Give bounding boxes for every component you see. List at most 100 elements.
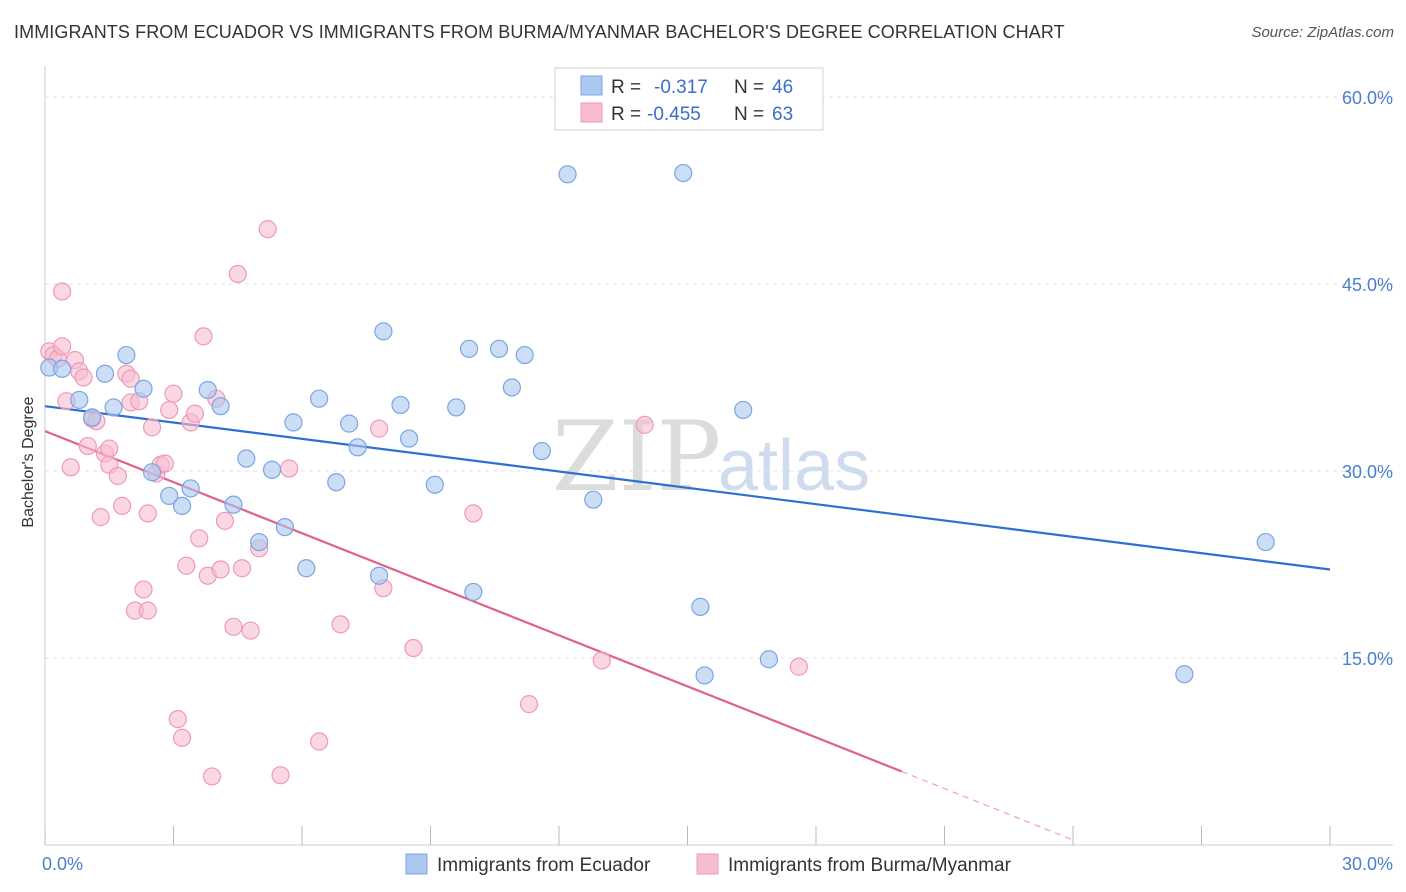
ecuador-point <box>172 496 192 516</box>
ecuador-point <box>447 398 466 417</box>
axes <box>44 66 1393 846</box>
watermark-zip: ZIP <box>552 401 721 513</box>
burma-point <box>404 638 423 658</box>
ecuador-point <box>674 163 693 183</box>
burma-point <box>168 709 187 729</box>
ecuador-point <box>310 389 329 408</box>
burma-point <box>271 766 290 785</box>
burma-point <box>142 418 162 437</box>
burma-point <box>519 695 539 714</box>
ecuador-point <box>181 479 200 498</box>
ecuador-point <box>348 438 367 457</box>
ecuador-point <box>584 490 603 509</box>
x-tick-labels: 0.0% 30.0% <box>42 854 1393 874</box>
burma-point <box>258 220 277 239</box>
burma-point <box>61 458 80 477</box>
burma-point <box>164 384 183 403</box>
ecuador-point <box>198 380 217 400</box>
ecuador-point <box>399 429 419 448</box>
ecuador-point <box>250 532 269 552</box>
ecuador-point <box>734 400 753 420</box>
bottom-legend-swatch-burma <box>696 853 719 875</box>
y-tick-labels: 15.0% 30.0% 45.0% 60.0% <box>1342 88 1393 669</box>
ecuador-point <box>104 398 123 417</box>
ecuador-point <box>1175 665 1194 684</box>
ecuador-point <box>83 408 102 427</box>
ecuador-point <box>211 397 230 416</box>
ecuador-point <box>502 378 521 397</box>
ecuador-point <box>558 165 577 184</box>
data-points <box>40 163 1275 786</box>
ecuador-point <box>70 390 89 410</box>
y-tick-label: 15.0% <box>1342 649 1393 669</box>
ecuador-point <box>1256 532 1275 552</box>
ecuador-point <box>464 582 483 602</box>
burma-point <box>211 560 230 579</box>
burma-point <box>78 436 97 456</box>
y-axis-label: Bachelor's Degree <box>20 396 37 527</box>
legend-swatch-ecuador <box>580 75 603 96</box>
ecuador-point <box>515 345 534 365</box>
series-legend: Immigrants from Ecuador Immigrants from … <box>405 853 1012 876</box>
ecuador-point <box>489 339 509 358</box>
burma-point <box>464 504 483 523</box>
burma-point <box>100 439 119 458</box>
ecuador-point <box>117 345 136 365</box>
ecuador-point <box>224 495 243 514</box>
ecuador-point <box>160 486 179 506</box>
x-tick-label: 30.0% <box>1342 854 1393 874</box>
burma-point <box>53 282 72 301</box>
burma-point <box>108 466 127 486</box>
ecuador-point <box>297 559 316 578</box>
bottom-legend-swatch-ecuador <box>405 853 428 875</box>
burma-point <box>789 657 808 676</box>
legend-r-value-ecuador: -0.317 <box>654 77 708 98</box>
burma-point <box>331 615 350 634</box>
burma-point <box>185 404 205 423</box>
x-tick-label: 0.0% <box>42 854 83 874</box>
legend-r-label-ecuador: R = <box>611 77 641 98</box>
burma-point <box>310 732 329 751</box>
ecuador-point <box>691 597 710 616</box>
ecuador-trend-line <box>44 405 1331 571</box>
y-tick-label: 45.0% <box>1342 275 1393 295</box>
legend-n-value-ecuador: 46 <box>772 77 793 98</box>
burma-point <box>228 264 247 284</box>
ecuador-point <box>391 395 410 415</box>
burma-point <box>592 651 611 670</box>
ecuador-point <box>262 460 282 479</box>
burma-point <box>172 728 192 747</box>
ecuador-point <box>695 666 714 685</box>
y-tick-label: 30.0% <box>1342 462 1393 482</box>
ecuador-point <box>53 359 72 378</box>
legend-swatch-burma <box>580 102 603 123</box>
ecuador-point <box>237 449 256 468</box>
ecuador-point <box>370 566 389 585</box>
ecuador-point <box>134 379 153 398</box>
burma-point <box>635 415 654 434</box>
legend-n-value-burma: 63 <box>772 104 793 125</box>
ecuador-point <box>284 413 303 432</box>
legend-n-label-burma: N = <box>734 104 764 125</box>
burma-point <box>160 400 179 420</box>
ecuador-point <box>425 475 444 494</box>
burma-trend-extension <box>901 770 1074 841</box>
burma-point <box>138 601 157 620</box>
burma-point <box>232 559 252 578</box>
ecuador-point <box>340 414 359 433</box>
burma-point <box>74 368 93 387</box>
burma-point <box>370 419 389 438</box>
ecuador-point <box>459 339 479 358</box>
bottom-legend-label-burma: Immigrants from Burma/Myanmar <box>728 855 1012 876</box>
burma-point <box>121 369 140 388</box>
source-credit: Source: ZipAtlas.com <box>1251 24 1394 41</box>
burma-point <box>194 327 213 346</box>
chart-title: IMMIGRANTS FROM ECUADOR VS IMMIGRANTS FR… <box>14 22 1065 42</box>
correlation-legend: R = -0.317 N = 46 R = -0.455 N = 63 <box>554 67 824 131</box>
legend-r-value-burma: -0.455 <box>647 104 701 125</box>
burma-point <box>190 529 209 548</box>
burma-point <box>202 767 222 786</box>
ecuador-point <box>532 441 551 461</box>
burma-point <box>241 621 260 640</box>
